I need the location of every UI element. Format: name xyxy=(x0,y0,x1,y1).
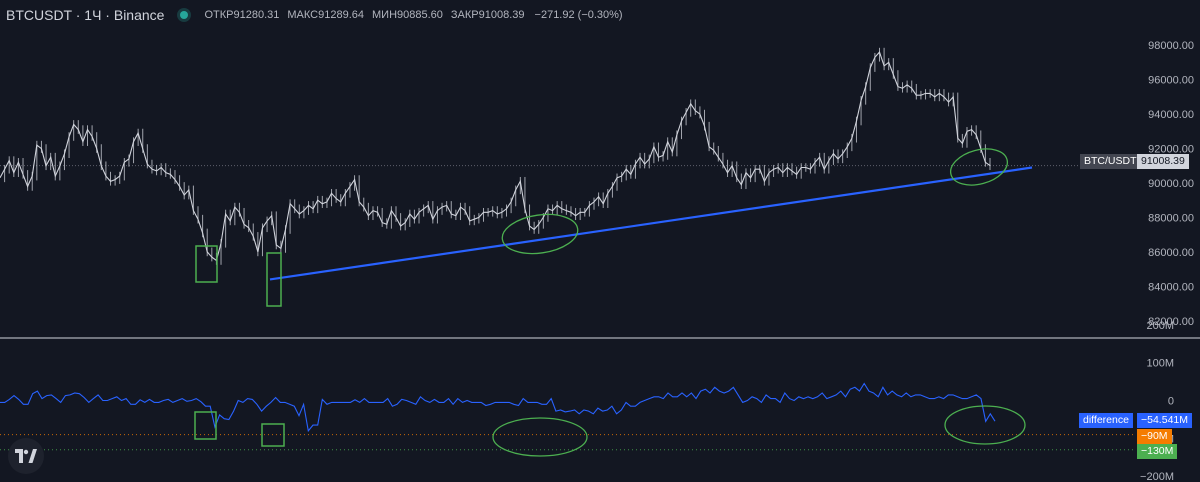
tradingview-logo-icon[interactable] xyxy=(8,438,44,474)
price-axis-tick-label: 92000.00 xyxy=(1148,144,1194,156)
symbol-title[interactable]: BTCUSDT · 1Ч · Binance xyxy=(6,7,165,23)
annotation-box xyxy=(194,411,217,440)
close-label: ЗАКР xyxy=(450,9,479,21)
price-value-tag: 91008.39 xyxy=(1137,154,1189,169)
indicator-axis-tick-label: 0 xyxy=(1168,396,1174,408)
indicator-axis-tick-label: 200M xyxy=(1146,320,1174,332)
price-axis-tick-label: 90000.00 xyxy=(1148,178,1194,190)
annotation-ellipse xyxy=(944,405,1026,445)
change-value: −271.92 (−0.30%) xyxy=(534,9,623,21)
annotation-box xyxy=(195,245,218,283)
price-axis-tick-label: 82000.00 xyxy=(1148,316,1194,328)
indicator-name-tag: difference xyxy=(1079,413,1133,428)
low-label: МИН xyxy=(372,9,398,21)
price-symbol-tag: BTC/USDT xyxy=(1080,154,1141,169)
level-red-tag: −90M xyxy=(1137,429,1172,444)
close-value: 91008.39 xyxy=(478,9,525,21)
price-series-line xyxy=(0,51,991,262)
trendline xyxy=(269,166,1033,281)
annotation-box xyxy=(261,423,285,447)
indicator-series-line xyxy=(0,382,996,433)
symbol-header: BTCUSDT · 1Ч · Binance ОТКР 91280.31 МАК… xyxy=(6,6,623,24)
annotation-box xyxy=(266,252,282,307)
open-value: 91280.31 xyxy=(233,9,280,21)
high-value: 91289.64 xyxy=(318,9,364,21)
indicator-value-tag: −54.541M xyxy=(1137,413,1192,428)
price-axis-tick-label: 98000.00 xyxy=(1148,40,1194,52)
annotation-ellipse xyxy=(492,417,588,457)
price-axis-tick-label: 84000.00 xyxy=(1148,281,1194,293)
open-label: ОТКР xyxy=(204,9,234,21)
indicator-axis-tick-label: −200M xyxy=(1140,471,1174,482)
high-label: МАКС xyxy=(287,9,319,21)
annotation-ellipse xyxy=(501,213,579,255)
price-axis-tick-label: 88000.00 xyxy=(1148,212,1194,224)
level-green-tag: −130M xyxy=(1137,444,1178,459)
price-axis-tick-label: 96000.00 xyxy=(1148,75,1194,87)
price-axis-tick-label: 86000.00 xyxy=(1148,247,1194,259)
annotation-ellipse xyxy=(949,148,1009,186)
market-open-dot-icon xyxy=(180,11,189,19)
indicator-axis-tick-label: 100M xyxy=(1146,358,1174,370)
low-value: 90885.60 xyxy=(397,9,443,21)
price-axis-tick-label: 94000.00 xyxy=(1148,109,1194,121)
